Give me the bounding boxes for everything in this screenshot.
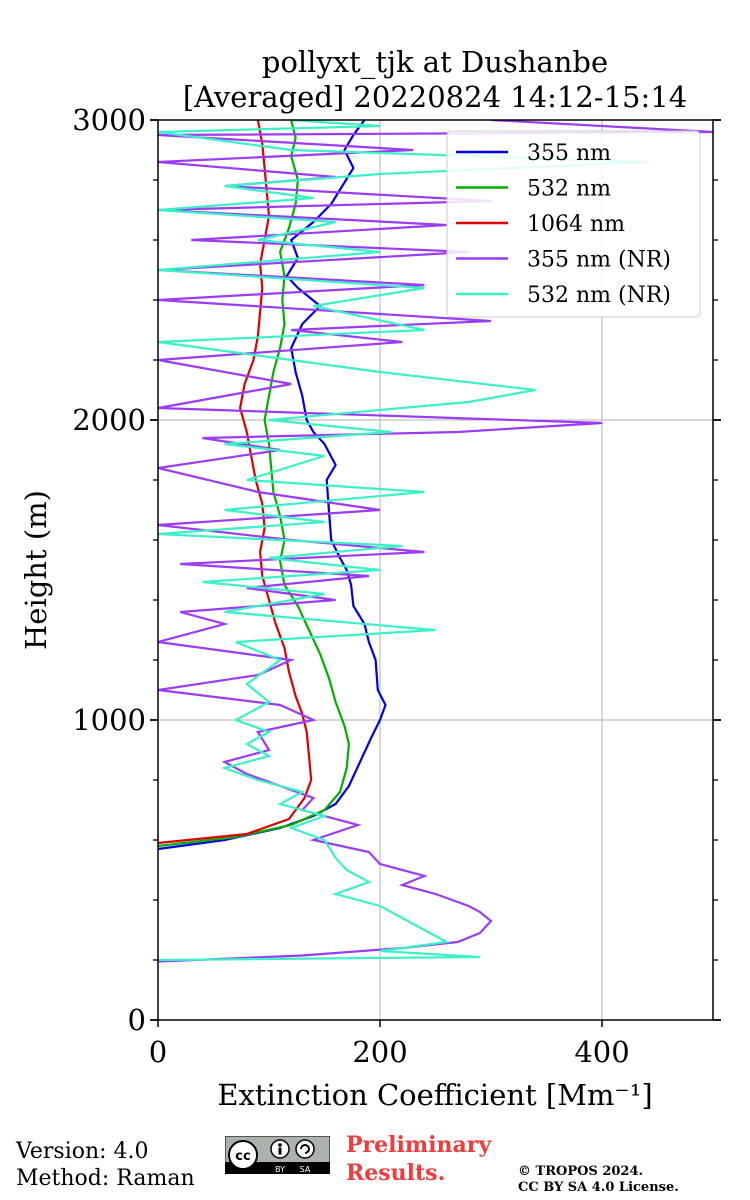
y-tick-label-0: 0 <box>128 1003 146 1037</box>
y-tick-label-1: 1000 <box>72 703 146 737</box>
cc-icon <box>228 1140 258 1170</box>
legend: 355 nm 532 nm 1064 nm 355 nm (NR) 532 nm (NR… <box>446 130 701 318</box>
method-text: Method: Raman <box>16 1166 195 1191</box>
plot-frame <box>157 119 714 1021</box>
series-lines <box>158 120 713 963</box>
by-label: BY <box>275 1165 285 1174</box>
legend-label-4: 532 nm (NR) <box>527 283 671 308</box>
cc-letters: cc <box>235 1149 250 1164</box>
chart-title-line-1: pollyxt_tjk at Dushanbe <box>262 45 608 80</box>
chart-title-line-2: [Averaged] 20220824 14:12-15:14 <box>183 80 687 114</box>
y-tick-label-2: 2000 <box>72 403 146 437</box>
legend-label-3: 355 nm (NR) <box>527 248 671 273</box>
series-line-2 <box>158 120 313 845</box>
version-text: Version: 4.0 <box>16 1139 149 1164</box>
x-tick-label-2: 400 <box>574 1035 629 1069</box>
legend-label-2: 1064 nm <box>527 212 625 237</box>
footer-version-method: Version: 4.0 Method: Raman <box>16 1138 195 1192</box>
preliminary-line-2: Results. <box>346 1160 446 1186</box>
legend-label-0: 355 nm <box>527 141 611 166</box>
sa-label: SA <box>300 1165 311 1174</box>
x-tick-label-0: 0 <box>149 1035 167 1069</box>
x-axis-label: Extinction Coefficient [Mm⁻¹] <box>217 1078 652 1112</box>
preliminary-results-note: Preliminary Results. <box>346 1131 491 1187</box>
legend-box <box>446 130 701 318</box>
series-line-4 <box>158 120 647 962</box>
copyright-line-1: © TROPOS 2024. <box>518 1164 644 1179</box>
preliminary-line-1: Preliminary <box>346 1132 492 1158</box>
copyright-line-2: CC BY SA 4.0 License. <box>518 1180 679 1195</box>
series-line-3 <box>158 120 713 963</box>
y-tick-label-3: 3000 <box>72 103 146 137</box>
legend-label-1: 532 nm <box>527 177 611 202</box>
cc-by-sa-license-icon: cc BY SA <box>225 1136 330 1174</box>
x-tick-label-1: 200 <box>352 1035 407 1069</box>
share-alike-icon <box>295 1139 315 1159</box>
y-axis-label: Height (m) <box>19 490 53 650</box>
series-line-1 <box>158 120 351 848</box>
axis-ticks: 0 200 400 0 1000 2000 3000 <box>72 103 721 1069</box>
copyright-note: © TROPOS 2024. CC BY SA 4.0 License. <box>518 1164 679 1196</box>
